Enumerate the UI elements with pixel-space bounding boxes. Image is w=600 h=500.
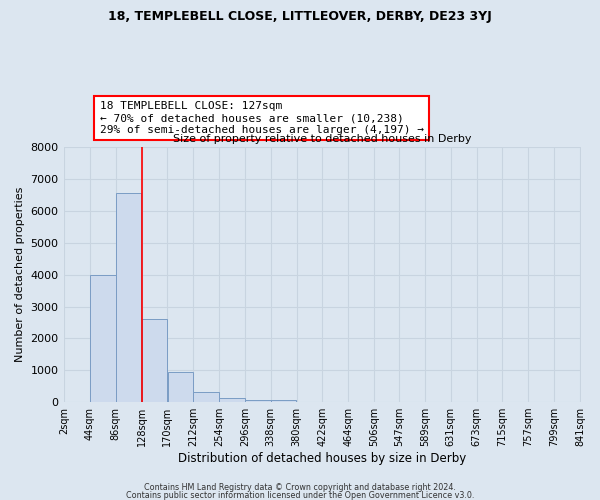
Bar	[167, 372, 193, 402]
Text: 18 TEMPLEBELL CLOSE: 127sqm
← 70% of detached houses are smaller (10,238)
29% of: 18 TEMPLEBELL CLOSE: 127sqm ← 70% of det…	[100, 102, 424, 134]
Bar	[245, 400, 271, 402]
Text: Contains public sector information licensed under the Open Government Licence v3: Contains public sector information licen…	[126, 490, 474, 500]
Title: Size of property relative to detached houses in Derby: Size of property relative to detached ho…	[173, 134, 471, 143]
Text: 18, TEMPLEBELL CLOSE, LITTLEOVER, DERBY, DE23 3YJ: 18, TEMPLEBELL CLOSE, LITTLEOVER, DERBY,…	[108, 10, 492, 23]
Bar	[142, 318, 167, 402]
Text: Contains HM Land Registry data © Crown copyright and database right 2024.: Contains HM Land Registry data © Crown c…	[144, 484, 456, 492]
Bar	[116, 192, 142, 402]
Bar	[90, 276, 116, 402]
X-axis label: Distribution of detached houses by size in Derby: Distribution of detached houses by size …	[178, 452, 466, 465]
Y-axis label: Number of detached properties: Number of detached properties	[15, 187, 25, 362]
Bar	[271, 400, 296, 402]
Bar	[193, 392, 219, 402]
Bar	[219, 398, 245, 402]
